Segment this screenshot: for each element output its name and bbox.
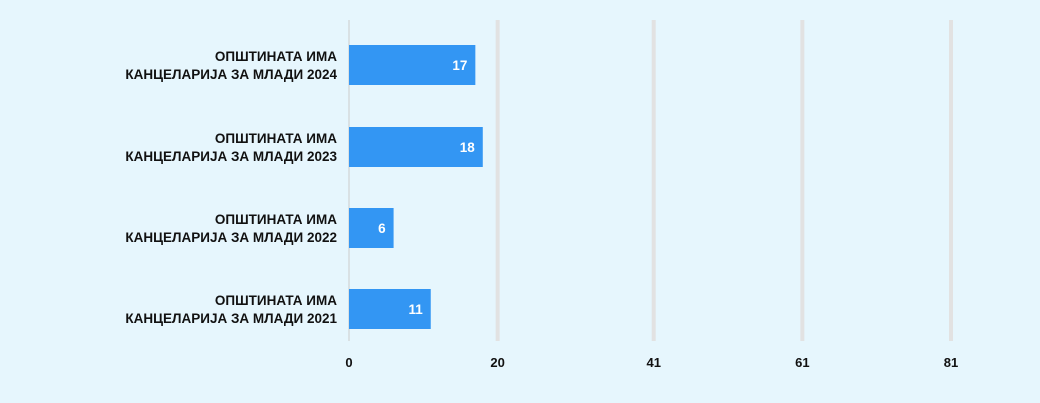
x-tick-label: 41	[646, 355, 660, 370]
bar-value-label: 6	[378, 221, 386, 236]
category-label: КАНЦЕЛАРИЈА ЗА МЛАДИ 2021	[125, 311, 337, 326]
tick-layer: 0 20 41 61 81	[345, 355, 958, 370]
bar	[349, 45, 476, 85]
bar	[349, 208, 394, 248]
bar	[349, 127, 483, 167]
category-label: ОПШТИНАТА ИМА	[215, 131, 337, 146]
bar-layer	[349, 45, 483, 329]
x-tick-label: 0	[345, 355, 352, 370]
category-label: КАНЦЕЛАРИЈА ЗА МЛАДИ 2024	[125, 67, 337, 82]
category-label: ОПШТИНАТА ИМА	[215, 49, 337, 64]
bar-value-label: 17	[452, 58, 467, 73]
x-tick-label: 20	[490, 355, 504, 370]
bar-value-label: 18	[460, 140, 476, 155]
category-label: КАНЦЕЛАРИЈА ЗА МЛАДИ 2023	[125, 149, 337, 164]
bar-value-label: 11	[408, 302, 423, 317]
label-layer: 17 ОПШТИНАТА ИМА КАНЦЕЛАРИЈА ЗА МЛАДИ 2024…	[125, 49, 475, 326]
x-tick-label: 61	[795, 355, 809, 370]
category-label: ОПШТИНАТА ИМА	[215, 212, 337, 227]
category-label: ОПШТИНАТА ИМА	[215, 293, 337, 308]
x-tick-label: 81	[944, 355, 958, 370]
grid-layer	[348, 20, 953, 341]
category-label: КАНЦЕЛАРИЈА ЗА МЛАДИ 2022	[125, 230, 337, 245]
bar	[349, 289, 431, 329]
